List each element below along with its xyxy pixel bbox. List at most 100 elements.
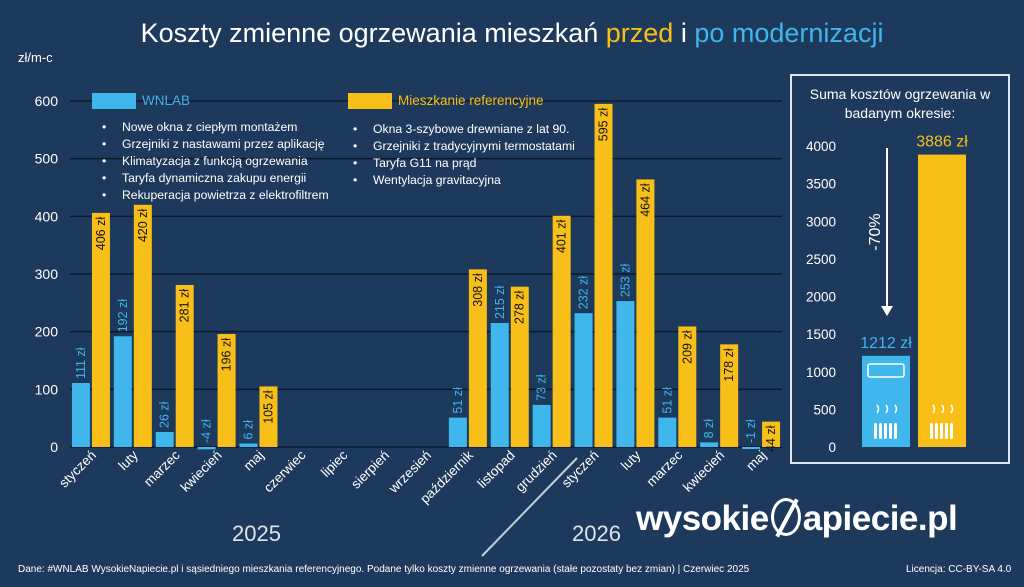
legend-swatch-wnlab [92,93,136,109]
year-divider [481,457,578,557]
x-tick-label: marzec [141,447,183,489]
bar-label-wnlab: 253 zł [618,264,632,298]
bar-reference [762,421,781,447]
bar-label-wnlab: -1 zł [744,419,758,443]
side-y-tick-label: 2500 [806,252,836,267]
total-cost-title: Suma kosztów ogrzewania w badanym okresi… [809,86,991,121]
bar-label-wnlab: 8 zł [702,419,716,439]
radiator-icon [874,423,877,439]
x-tick-label: listopad [474,448,518,492]
bar-wnlab [155,432,174,447]
x-tick-label: marzec [644,447,686,489]
title-text-2: przed [605,18,674,48]
y-tick-label: 500 [35,151,59,167]
bar-label-reference: 196 zł [220,338,234,372]
bar-wnlab [700,442,719,447]
bar-label-wnlab: 51 zł [660,387,674,414]
logo: wysokie apiecie.pl [636,498,958,539]
total-label-wnlab: 1212 zł [860,335,912,352]
bar-label-reference: 209 zł [680,330,694,364]
bar-wnlab [658,417,677,447]
air-conditioner-icon [867,363,905,378]
y-tick-label: 200 [35,324,59,340]
title-text-4: po modernizacji [694,18,884,48]
bar-label-wnlab: 6 zł [241,420,255,440]
radiator-icon [940,423,943,439]
y-tick-label: 300 [35,266,59,282]
decrease-label: -70% [867,213,884,250]
x-tick-label: grudzień [513,448,560,495]
x-tick-label: kwiecień [680,448,727,495]
bar-wnlab [71,382,90,447]
year-label-2025: 2025 [232,521,281,546]
wnlab-feature: Rekuperacja powietrza z elektrofiltrem [102,187,329,204]
bar-label-reference: 281 zł [178,289,192,323]
logo-text-left: wysokie [636,499,769,538]
x-tick-label: styczeń [56,448,99,491]
radiator-icon [884,423,887,439]
bar-label-reference: 401 zł [555,220,569,254]
wnlab-feature: Klimatyzacja z funkcją ogrzewania [102,153,329,170]
radiator-icon [930,423,933,439]
reference-feature: Okna 3-szybowe drewniane z lat 90. [353,121,575,138]
bar-wnlab [197,447,216,450]
reference-feature: Taryfa G11 na prąd [353,155,575,172]
bar-reference [91,212,110,447]
x-tick-label: luty [115,447,141,473]
bar-label-reference: 464 zł [638,183,652,217]
year-label-2026: 2026 [572,521,621,546]
wnlab-feature: Grzejniki z nastawami przez aplikację [102,136,329,153]
bar-wnlab [113,336,132,447]
bar-label-reference: 420 zł [136,209,150,243]
bar-reference [552,215,571,447]
bar-wnlab [532,404,551,447]
bar-reference [133,204,152,447]
bar-label-reference: 178 zł [722,348,736,382]
bar-wnlab [239,443,258,447]
reference-feature: Grzejniki z tradycyjnymi termostatami [353,138,575,155]
bar-label-wnlab: 215 zł [493,285,507,319]
side-y-tick-label: 4000 [806,139,836,154]
wnlab-feature: Taryfa dynamiczna zakupu energii [102,170,329,187]
bar-label-wnlab: 51 zł [451,387,465,414]
bar-label-reference: 278 zł [513,290,527,324]
title-text-3: i [673,18,695,48]
bar-label-wnlab: 232 zł [577,276,591,310]
side-y-tick-label: 3000 [806,214,836,229]
side-y-tick-label: 2000 [806,290,836,305]
bar-reference [468,269,487,447]
total-label-reference: 3886 zł [916,134,968,151]
bar-label-wnlab: 192 zł [116,299,130,333]
legend-label-reference: Mieszkanie referencyjne [398,93,544,108]
radiator-icon [894,423,897,439]
y-tick-label: 100 [35,381,59,397]
bar-reference [720,344,739,447]
heat-waves-icon [876,404,898,414]
side-y-tick-label: 1500 [806,327,836,342]
y-tick-label: 0 [50,439,58,455]
bar-wnlab [574,313,593,447]
lightning-n-icon [770,498,801,536]
legend-swatch-reference [348,93,392,109]
bar-label-wnlab: 73 zł [535,374,549,401]
side-y-tick-label: 0 [828,440,836,455]
total-bar-reference [918,154,966,448]
bar-label-reference: 308 zł [471,273,485,307]
x-tick-label: luty [618,447,644,473]
reference-features-list: Okna 3-szybowe drewniane z lat 90. Grzej… [353,121,575,189]
side-y-tick-label: 1000 [806,365,836,380]
source-note: Dane: #WNLAB WysokieNapiecie.pl i sąsied… [18,564,750,575]
side-y-tick-label: 3500 [806,177,836,192]
bar-label-reference: 44 zł [764,425,778,452]
radiator-icon [889,423,892,439]
y-tick-label: 400 [35,208,59,224]
radiator-icon [950,423,953,439]
license-note: Licencja: CC-BY-SA 4.0 [906,564,1012,575]
bar-reference [175,284,194,447]
bar-label-wnlab: 26 zł [158,401,172,428]
x-tick-label: czerwiec [261,447,309,495]
wnlab-feature: Nowe okna z ciepłym montażem [102,119,329,136]
wnlab-features-list: Nowe okna z ciepłym montażem Grzejniki z… [102,119,329,204]
y-axis-unit: zł/m-c [18,50,53,65]
